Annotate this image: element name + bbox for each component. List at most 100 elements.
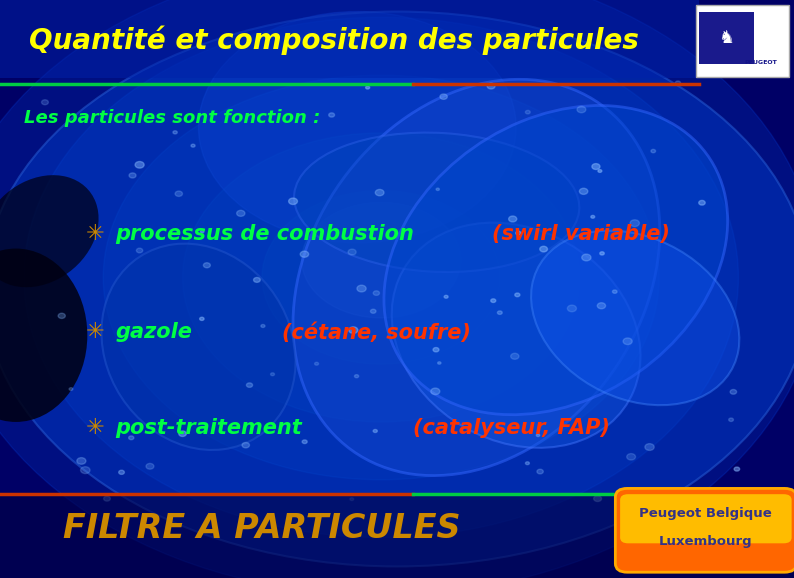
Ellipse shape [102,244,295,450]
Circle shape [540,246,548,252]
Circle shape [626,454,635,460]
Circle shape [594,496,602,502]
Circle shape [676,81,680,85]
Circle shape [526,462,530,465]
Text: post-traitement: post-traitement [115,418,302,438]
Circle shape [288,198,298,205]
Ellipse shape [384,106,727,414]
Circle shape [349,327,358,334]
Bar [0,0,699,78]
Circle shape [598,169,602,172]
Circle shape [237,210,245,216]
Circle shape [630,220,639,227]
Circle shape [515,293,520,297]
Circle shape [104,497,110,501]
Circle shape [373,429,377,432]
Circle shape [137,248,143,253]
Circle shape [536,434,540,436]
Text: ✳: ✳ [86,418,105,438]
Circle shape [580,188,588,194]
Circle shape [271,373,275,376]
Text: (catalyseur, FAP): (catalyseur, FAP) [413,418,610,438]
FancyBboxPatch shape [696,5,789,77]
FancyBboxPatch shape [620,494,792,543]
Circle shape [582,254,591,261]
Circle shape [199,317,204,320]
Text: ✳: ✳ [86,323,105,342]
Circle shape [191,144,195,147]
Text: ✳: ✳ [86,224,105,244]
Bar [0,494,794,578]
Text: gazole: gazole [115,323,192,342]
Circle shape [433,347,439,352]
Circle shape [645,444,654,450]
Circle shape [526,110,530,114]
Circle shape [58,313,65,318]
Ellipse shape [0,249,87,422]
Circle shape [262,191,500,364]
Ellipse shape [0,175,98,287]
Circle shape [314,362,318,365]
Circle shape [69,388,73,390]
Circle shape [303,440,307,443]
Circle shape [591,216,595,218]
Circle shape [183,133,580,422]
Circle shape [509,216,517,222]
Text: PEUGEOT: PEUGEOT [744,60,777,65]
Text: processus de combustion: processus de combustion [115,224,414,244]
Circle shape [516,231,521,235]
Circle shape [488,83,495,89]
Circle shape [24,17,738,538]
Circle shape [734,467,740,471]
Circle shape [497,311,503,314]
Circle shape [357,285,366,292]
Circle shape [242,442,249,448]
Circle shape [592,164,600,169]
Circle shape [200,231,204,233]
Circle shape [173,131,177,134]
Circle shape [129,173,136,178]
Circle shape [376,190,384,196]
Circle shape [633,489,636,491]
Circle shape [491,299,495,302]
Ellipse shape [293,79,660,476]
Text: Luxembourg: Luxembourg [659,535,753,548]
Circle shape [444,295,448,298]
Circle shape [118,470,125,475]
Text: Quantité et composition des particules: Quantité et composition des particules [29,25,638,55]
Circle shape [302,202,461,318]
Circle shape [253,277,260,283]
Text: Les particules sont fonction :: Les particules sont fonction : [24,109,320,128]
Circle shape [175,191,183,197]
Circle shape [246,383,252,387]
Circle shape [198,12,516,243]
Circle shape [77,458,86,464]
Circle shape [365,86,370,89]
Text: FILTRE A PARTICULES: FILTRE A PARTICULES [64,512,461,546]
Circle shape [41,100,48,105]
Circle shape [537,469,543,474]
Circle shape [597,303,606,309]
Text: Peugeot Belgique: Peugeot Belgique [639,507,773,520]
Circle shape [729,418,734,421]
Circle shape [568,305,576,312]
Circle shape [348,249,357,255]
FancyBboxPatch shape [615,488,794,572]
Circle shape [431,388,440,395]
Circle shape [354,375,359,378]
Circle shape [179,431,187,436]
Circle shape [436,188,439,191]
Circle shape [146,464,154,469]
Ellipse shape [294,132,580,272]
Ellipse shape [531,231,739,405]
Circle shape [203,263,210,268]
Circle shape [371,309,376,313]
Text: (cétane, soufre): (cétane, soufre) [282,322,471,343]
Circle shape [623,338,632,344]
Circle shape [577,106,586,113]
Circle shape [80,466,90,473]
Text: (swirl variable): (swirl variable) [492,224,670,244]
Circle shape [103,75,659,480]
Circle shape [511,353,519,360]
Circle shape [730,390,737,394]
